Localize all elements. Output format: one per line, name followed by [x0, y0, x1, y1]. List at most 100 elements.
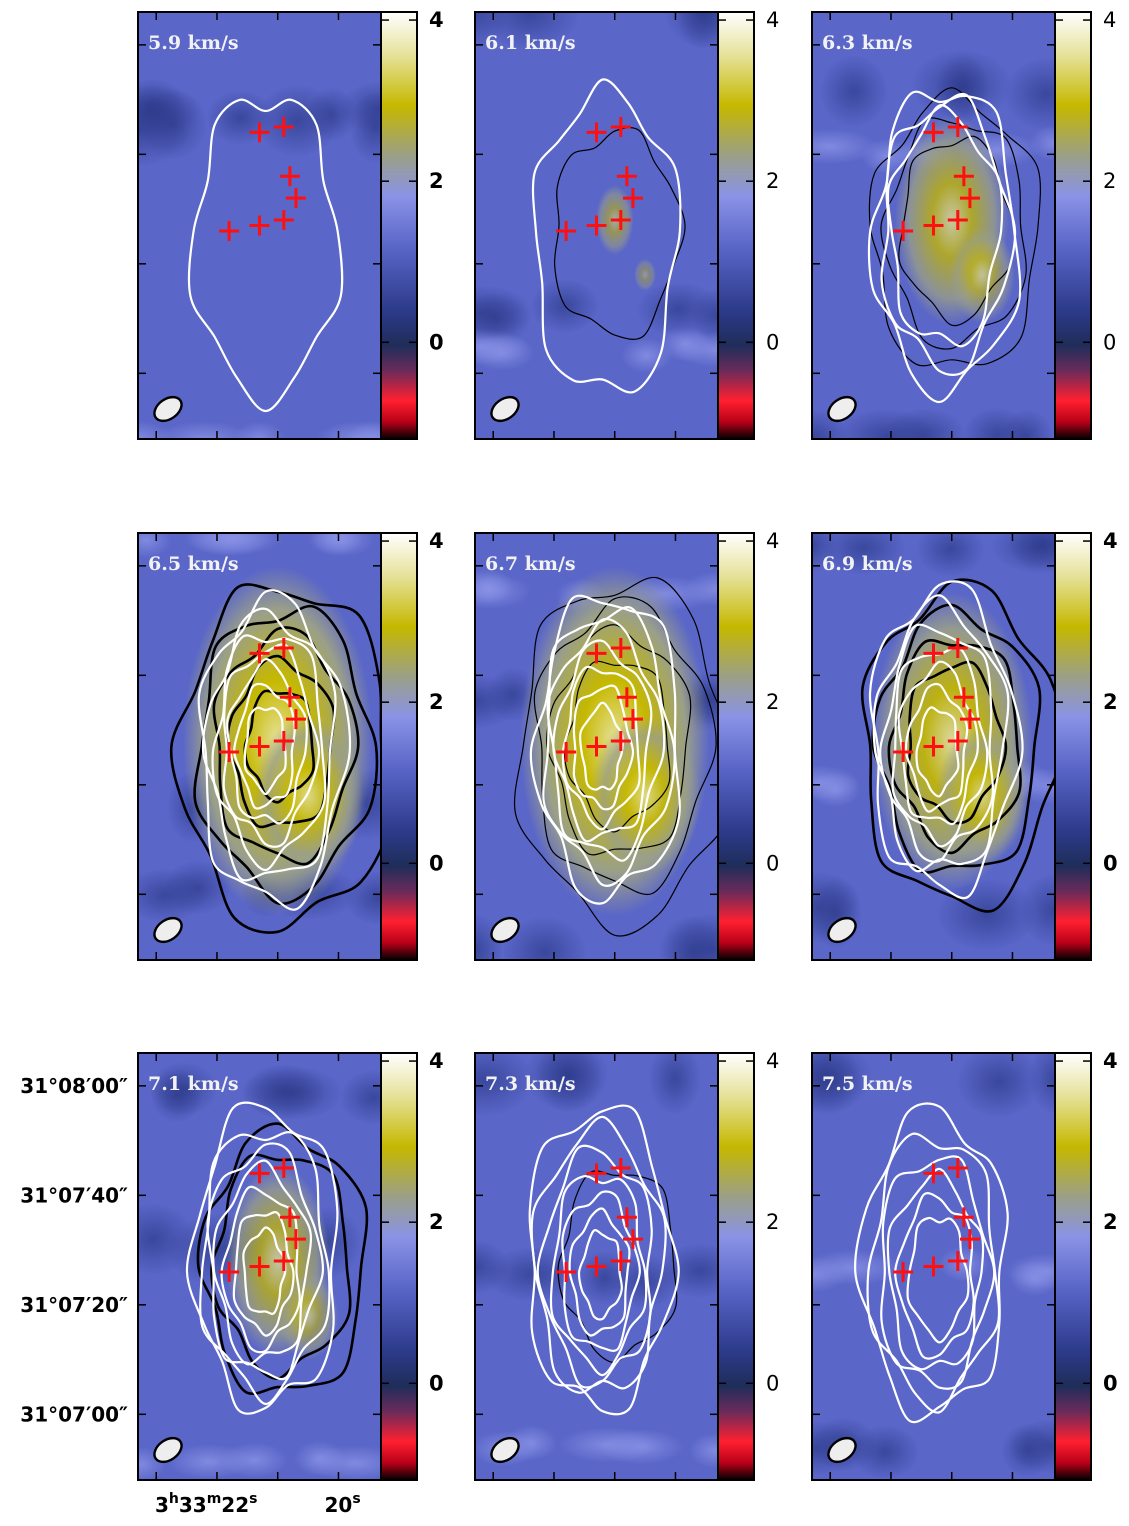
source-cross-marker: [947, 731, 968, 752]
beam-ellipse: [490, 1436, 520, 1464]
source-cross-marker: [953, 166, 974, 187]
white-contour: [211, 634, 327, 872]
source-cross-marker: [610, 731, 631, 752]
noise-blob: [475, 1240, 510, 1295]
colorbar-tick-label: 0: [1103, 330, 1116, 354]
source-cross-marker: [273, 731, 294, 752]
source-cross-marker: [923, 1256, 944, 1277]
source-cross-marker: [285, 709, 306, 730]
noise-blob: [600, 1428, 685, 1465]
velocity-label: 7.5 km/s: [822, 1073, 913, 1095]
noise-blob: [502, 916, 587, 960]
velocity-label: 6.3 km/s: [822, 32, 913, 54]
black-contour: [513, 576, 718, 937]
source-cross-marker: [249, 1256, 270, 1277]
source-cross-marker: [273, 210, 294, 231]
velocity-label: 7.3 km/s: [485, 1073, 576, 1095]
beam-ellipse: [827, 395, 857, 423]
source-cross-marker: [923, 736, 944, 757]
dec-tick-label: 31°07′20″: [20, 1293, 128, 1317]
source-cross-marker: [219, 1261, 240, 1282]
noise-blob: [138, 420, 174, 439]
channel-panel: 6.5 km/s 4 2 0: [137, 529, 444, 961]
noise-blob: [138, 533, 172, 559]
emission-lobe: [277, 1271, 339, 1360]
source-cross-marker: [622, 1229, 643, 1250]
noise-blob: [1009, 1260, 1055, 1297]
dec-tick-label: 31°08′00″: [20, 1074, 128, 1098]
source-cross-marker: [947, 210, 968, 231]
channel-panel: 6.3 km/s 4 2 0: [811, 8, 1116, 440]
source-cross-marker: [219, 220, 240, 241]
velocity-label: 5.9 km/s: [148, 32, 239, 54]
emission-lobe: [634, 258, 657, 291]
source-cross-marker: [610, 1251, 631, 1272]
noise-blob: [153, 420, 254, 439]
noise-blob: [673, 331, 718, 368]
white-contour: [577, 1229, 623, 1321]
noise-blob: [138, 868, 207, 923]
white-contour: [242, 1226, 287, 1315]
noise-blob: [882, 408, 967, 439]
colorbar-tick-label: 2: [1103, 169, 1116, 193]
white-contour: [854, 1102, 1009, 1424]
beam-ellipse: [827, 1436, 857, 1464]
noise-blob: [475, 334, 536, 371]
beam-ellipse: [827, 916, 857, 944]
noise-blob: [479, 12, 580, 50]
colorbar-tick-label: 2: [766, 690, 779, 714]
dec-tick-label: 31°07′00″: [20, 1402, 128, 1426]
white-contour: [886, 1167, 985, 1371]
noise-blob: [149, 1062, 218, 1117]
white-contour: [212, 1159, 313, 1366]
beam-ellipse: [153, 1436, 183, 1464]
source-cross-marker: [249, 215, 270, 236]
black-contour: [196, 1122, 369, 1396]
source-cross-marker: [249, 1163, 270, 1184]
colorbar-tick-label: 2: [1103, 1210, 1118, 1234]
colorbar-frame: [717, 532, 755, 961]
noise-blob: [241, 1064, 326, 1119]
source-cross-marker: [285, 1229, 306, 1250]
map-image: [812, 12, 1055, 439]
noise-blob: [578, 1250, 631, 1305]
velocity-label: 6.1 km/s: [485, 32, 576, 54]
source-cross-marker: [249, 643, 270, 664]
colorbar: [1055, 12, 1091, 439]
axis-ticks: [475, 12, 718, 439]
source-cross-marker: [219, 741, 240, 762]
axis-ticks: [138, 12, 381, 439]
colorbar-tick-label: 4: [429, 8, 444, 32]
source-cross-marker: [586, 1256, 607, 1277]
colorbar-tick-label: 0: [1103, 1371, 1118, 1395]
source-cross-marker: [616, 687, 637, 708]
source-cross-marker: [923, 215, 944, 236]
white-contour: [529, 594, 681, 905]
colorbar-tick-label: 0: [1103, 851, 1118, 875]
ra-tick-label: 3h33m22s: [155, 1491, 258, 1517]
axis-ticks: [812, 1053, 1055, 1480]
white-contour: [886, 104, 1004, 348]
colorbar: [718, 12, 754, 439]
source-cross-marker: [610, 116, 631, 137]
source-cross-marker: [947, 116, 968, 137]
colorbar-frame: [380, 532, 418, 961]
black-contour: [533, 596, 717, 896]
map-image: [475, 12, 718, 439]
source-cross-marker: [586, 215, 607, 236]
channel-panel: 5.9 km/s 4 2 0: [137, 8, 444, 440]
white-contour: [197, 589, 352, 911]
source-cross-marker: [923, 122, 944, 143]
black-contour: [193, 604, 379, 906]
colorbar-frame: [717, 1052, 755, 1481]
noise-blob: [676, 12, 718, 50]
colorbar-tick-label: 4: [1103, 529, 1118, 553]
colorbar-tick-label: 2: [766, 1210, 779, 1234]
source-cross-marker: [279, 687, 300, 708]
colorbar: [718, 533, 754, 960]
noise-blob: [956, 1053, 1041, 1118]
white-contour: [187, 98, 344, 413]
velocity-label: 6.5 km/s: [148, 553, 239, 575]
white-contour: [915, 706, 960, 798]
